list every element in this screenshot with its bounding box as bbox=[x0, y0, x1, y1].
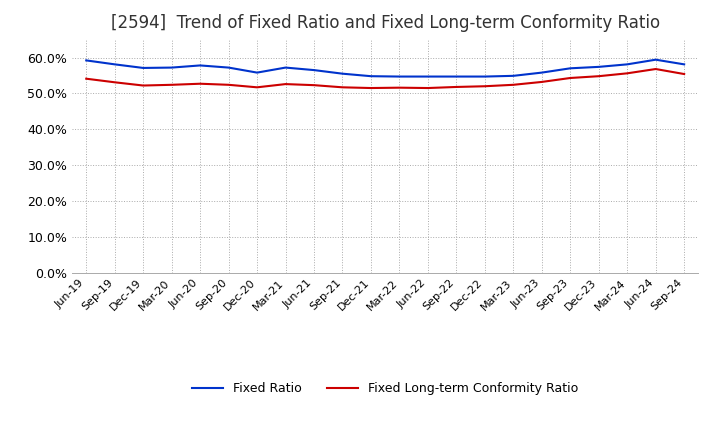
Fixed Ratio bbox=[282, 65, 290, 70]
Fixed Ratio bbox=[652, 57, 660, 62]
Fixed Long-term Conformity Ratio bbox=[595, 73, 603, 79]
Fixed Ratio bbox=[480, 74, 489, 79]
Fixed Ratio bbox=[366, 73, 375, 79]
Fixed Ratio bbox=[82, 58, 91, 63]
Fixed Long-term Conformity Ratio bbox=[338, 84, 347, 90]
Fixed Ratio bbox=[338, 71, 347, 76]
Fixed Long-term Conformity Ratio bbox=[167, 82, 176, 88]
Legend: Fixed Ratio, Fixed Long-term Conformity Ratio: Fixed Ratio, Fixed Long-term Conformity … bbox=[187, 377, 583, 400]
Line: Fixed Long-term Conformity Ratio: Fixed Long-term Conformity Ratio bbox=[86, 69, 684, 88]
Title: [2594]  Trend of Fixed Ratio and Fixed Long-term Conformity Ratio: [2594] Trend of Fixed Ratio and Fixed Lo… bbox=[111, 15, 660, 33]
Fixed Long-term Conformity Ratio bbox=[395, 85, 404, 90]
Fixed Ratio bbox=[139, 65, 148, 70]
Fixed Long-term Conformity Ratio bbox=[566, 75, 575, 81]
Fixed Long-term Conformity Ratio bbox=[139, 83, 148, 88]
Fixed Ratio bbox=[595, 64, 603, 70]
Fixed Long-term Conformity Ratio bbox=[680, 71, 688, 77]
Fixed Long-term Conformity Ratio bbox=[623, 71, 631, 76]
Fixed Ratio bbox=[110, 62, 119, 67]
Fixed Long-term Conformity Ratio bbox=[509, 82, 518, 88]
Fixed Ratio bbox=[395, 74, 404, 79]
Fixed Long-term Conformity Ratio bbox=[310, 83, 318, 88]
Fixed Ratio bbox=[423, 74, 432, 79]
Fixed Long-term Conformity Ratio bbox=[652, 66, 660, 72]
Fixed Long-term Conformity Ratio bbox=[225, 82, 233, 88]
Fixed Long-term Conformity Ratio bbox=[110, 80, 119, 85]
Fixed Ratio bbox=[509, 73, 518, 78]
Fixed Ratio bbox=[196, 63, 204, 68]
Fixed Long-term Conformity Ratio bbox=[82, 76, 91, 81]
Line: Fixed Ratio: Fixed Ratio bbox=[86, 60, 684, 77]
Fixed Long-term Conformity Ratio bbox=[423, 85, 432, 91]
Fixed Ratio bbox=[537, 70, 546, 75]
Fixed Ratio bbox=[623, 62, 631, 67]
Fixed Ratio bbox=[253, 70, 261, 75]
Fixed Long-term Conformity Ratio bbox=[537, 79, 546, 84]
Fixed Ratio bbox=[452, 74, 461, 79]
Fixed Long-term Conformity Ratio bbox=[366, 85, 375, 91]
Fixed Ratio bbox=[225, 65, 233, 70]
Fixed Long-term Conformity Ratio bbox=[196, 81, 204, 86]
Fixed Ratio bbox=[310, 67, 318, 73]
Fixed Long-term Conformity Ratio bbox=[480, 84, 489, 89]
Fixed Long-term Conformity Ratio bbox=[282, 81, 290, 87]
Fixed Ratio bbox=[167, 65, 176, 70]
Fixed Long-term Conformity Ratio bbox=[452, 84, 461, 90]
Fixed Ratio bbox=[566, 66, 575, 71]
Fixed Ratio bbox=[680, 62, 688, 67]
Fixed Long-term Conformity Ratio bbox=[253, 84, 261, 90]
